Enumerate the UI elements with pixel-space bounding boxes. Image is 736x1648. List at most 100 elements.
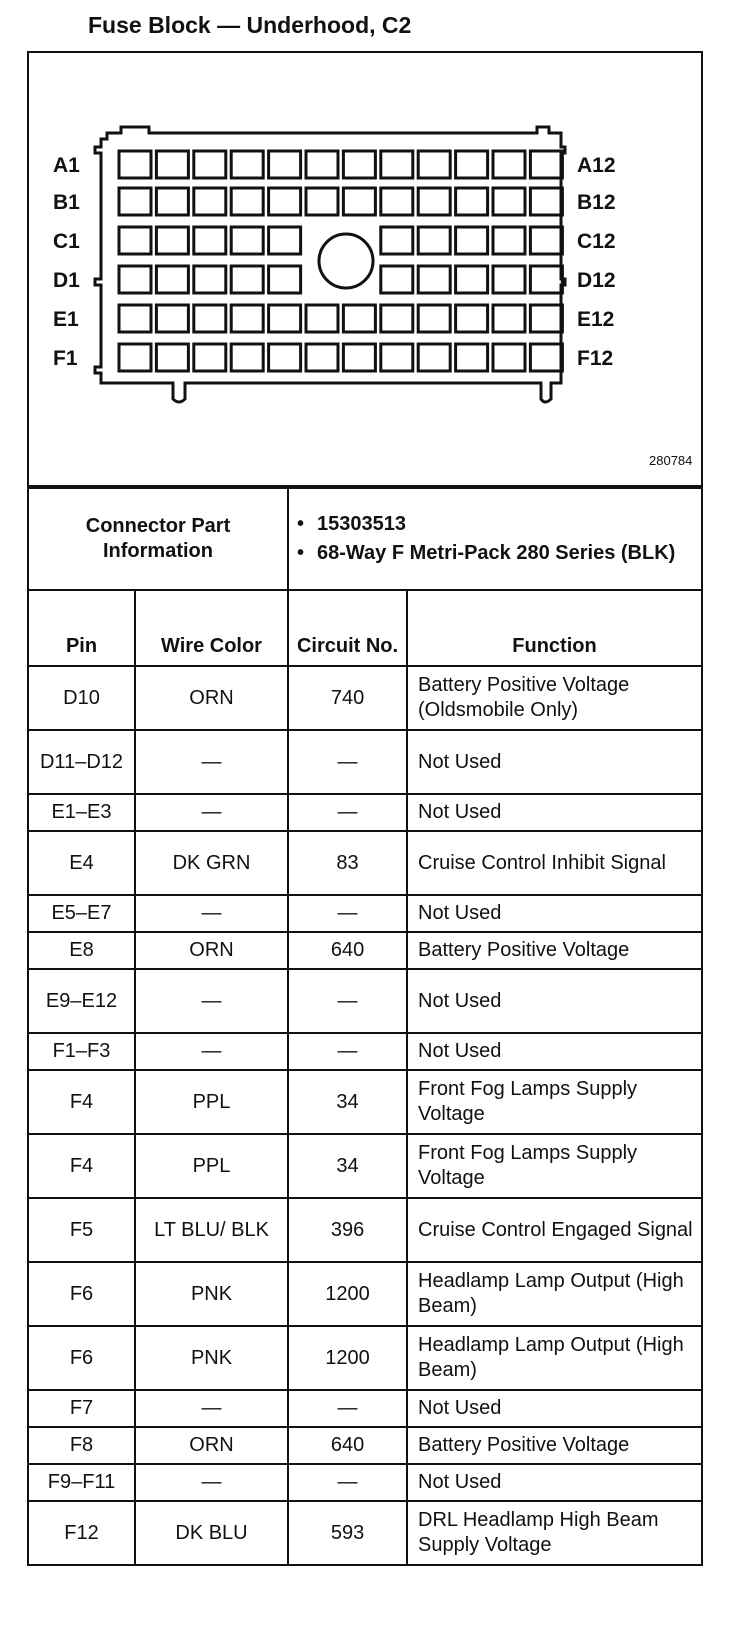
- pin-cell: F6: [29, 1325, 136, 1391]
- pin-cavity: [304, 303, 340, 334]
- pin-cavity: [192, 149, 228, 180]
- pin-cavity: [267, 186, 303, 217]
- row-label-right: E12: [577, 308, 614, 331]
- function-cell: Not Used: [406, 1032, 701, 1071]
- function-cell: Cruise Control Inhibit Signal: [406, 830, 701, 896]
- pin-cell: F6: [29, 1261, 136, 1327]
- pin-cavity: [229, 342, 265, 373]
- pin-cell: E9–E12: [29, 968, 136, 1034]
- pin-cavity: [154, 149, 190, 180]
- pin-cavity: [341, 303, 377, 334]
- circuit-cell: 740: [287, 665, 409, 731]
- circuit-cell: 1200: [287, 1261, 409, 1327]
- pin-cavity: [454, 264, 490, 295]
- row-label-left: C1: [53, 230, 80, 253]
- connector-card: A1 B1 C1 D1 E1 F1 A12 B12 C12 D12 E12 F1…: [27, 51, 703, 1566]
- function-cell: Cruise Control Engaged Signal: [406, 1197, 701, 1263]
- connector-outline: [93, 125, 567, 404]
- row-label-right: F12: [577, 347, 613, 370]
- pin-cavity: [379, 186, 415, 217]
- pin-cavity: [528, 303, 564, 334]
- wire-color-cell: ORN: [133, 931, 290, 970]
- pin-cell: E8: [29, 931, 136, 970]
- function-cell: Headlamp Lamp Output (High Beam): [406, 1261, 701, 1327]
- row-label-left: F1: [53, 347, 78, 370]
- connector-diagram: A1 B1 C1 D1 E1 F1 A12 B12 C12 D12 E12 F1…: [29, 125, 701, 487]
- pin-cavity: [117, 303, 153, 334]
- circuit-cell: —: [287, 894, 409, 933]
- pin-cavity: [192, 186, 228, 217]
- pin-cavity: [267, 342, 303, 373]
- table-row: D11–D12— — Not Used: [29, 729, 701, 795]
- circuit-cell: 640: [287, 931, 409, 970]
- row-label-right: A12: [577, 154, 616, 177]
- pin-cavity: [117, 225, 153, 256]
- function-cell: Battery Positive Voltage: [406, 1426, 701, 1465]
- pin-cavity: [528, 264, 564, 295]
- circuit-cell: —: [287, 1389, 409, 1428]
- wire-color-cell: PNK: [133, 1261, 290, 1327]
- connector-type: 68-Way F Metri-Pack 280 Series (BLK): [295, 541, 695, 566]
- pin-cavity: [416, 149, 452, 180]
- function-cell: Battery Positive Voltage (Oldsmobile Onl…: [406, 665, 701, 731]
- pin-cavity: [379, 303, 415, 334]
- pin-cavity: [341, 186, 377, 217]
- function-cell: Front Fog Lamps Supply Voltage: [406, 1069, 701, 1135]
- table-row: F7— — Not Used: [29, 1389, 701, 1428]
- pin-cavity: [416, 225, 452, 256]
- connector-info-row: Connector Part Information 15303513 68-W…: [29, 487, 701, 591]
- pin-cavity: [154, 186, 190, 217]
- pin-cavity: [229, 149, 265, 180]
- function-cell: Front Fog Lamps Supply Voltage: [406, 1133, 701, 1199]
- connector-info-label: Connector Part Information: [29, 487, 290, 591]
- circuit-cell: —: [287, 1463, 409, 1502]
- wire-color-cell: —: [133, 968, 290, 1034]
- circuit-cell: 1200: [287, 1325, 409, 1391]
- pin-cavity: [416, 186, 452, 217]
- pin-cavity: [454, 303, 490, 334]
- pin-cell: F1–F3: [29, 1032, 136, 1071]
- pin-cavity: [341, 342, 377, 373]
- function-cell: Not Used: [406, 968, 701, 1034]
- pin-cavity: [416, 342, 452, 373]
- pin-cavity: [192, 303, 228, 334]
- row-label-left: D1: [53, 269, 80, 292]
- figure-number: 280784: [649, 453, 692, 468]
- table-row: F9–F11— — Not Used: [29, 1463, 701, 1502]
- function-cell: Not Used: [406, 1463, 701, 1502]
- pin-cavity: [379, 225, 415, 256]
- row-label-right: B12: [577, 191, 616, 214]
- pin-cavity: [528, 149, 564, 180]
- pin-cavity: [416, 303, 452, 334]
- pin-cell: D11–D12: [29, 729, 136, 795]
- page-title: Fuse Block — Underhood, C2: [88, 12, 412, 38]
- circuit-cell: 593: [287, 1500, 409, 1564]
- wire-color-cell: —: [133, 1032, 290, 1071]
- row-label-left: E1: [53, 308, 79, 331]
- wire-color-cell: ORN: [133, 665, 290, 731]
- wire-color-cell: —: [133, 729, 290, 795]
- header-circuit: Circuit No.: [287, 589, 409, 666]
- function-cell: Not Used: [406, 729, 701, 795]
- pin-cavity: [267, 264, 303, 295]
- pin-cavity: [341, 149, 377, 180]
- wire-color-cell: —: [133, 793, 290, 832]
- pin-cavity: [192, 225, 228, 256]
- wire-color-cell: —: [133, 1389, 290, 1428]
- pin-cavity: [454, 342, 490, 373]
- pin-cavity: [267, 225, 303, 256]
- pin-cell: F5: [29, 1197, 136, 1263]
- cavity-grid: [117, 149, 564, 373]
- pin-cavity: [229, 303, 265, 334]
- pin-cavity: [379, 149, 415, 180]
- table-row: F4 PPL 34 Front Fog Lamps Supply Voltage: [29, 1133, 701, 1199]
- wire-color-cell: —: [133, 1463, 290, 1502]
- circuit-cell: —: [287, 1032, 409, 1071]
- pin-cavity: [528, 225, 564, 256]
- table-row: F6 PNK 1200 Headlamp Lamp Output (High Beam…: [29, 1325, 701, 1391]
- pin-cavity: [154, 303, 190, 334]
- pin-cell: E1–E3: [29, 793, 136, 832]
- pin-cell: E4: [29, 830, 136, 896]
- circuit-cell: 34: [287, 1133, 409, 1199]
- wire-color-cell: ORN: [133, 1426, 290, 1465]
